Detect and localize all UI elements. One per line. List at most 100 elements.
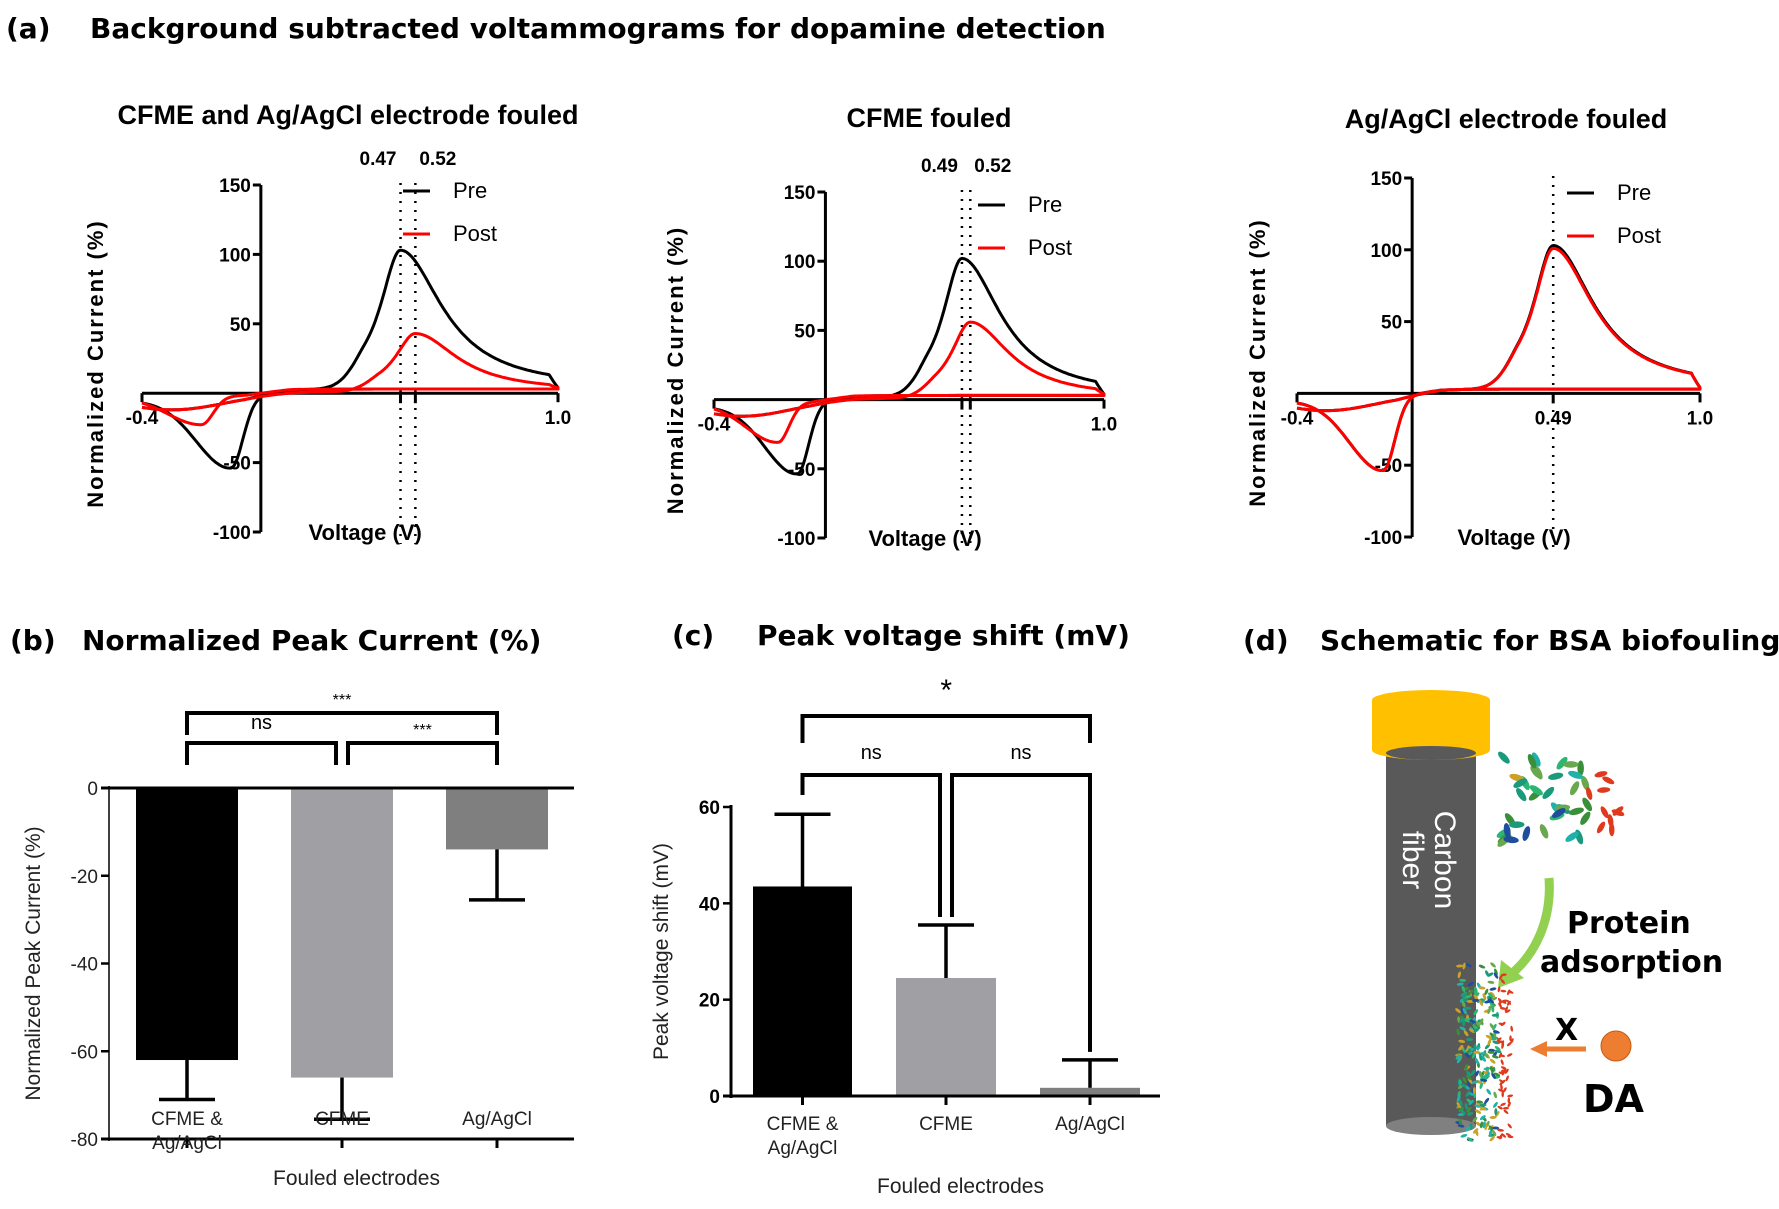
protein-helix <box>1481 1075 1488 1080</box>
protein-helix <box>1488 1125 1494 1132</box>
protein-helix <box>1479 1103 1487 1107</box>
protein-helix <box>1465 963 1472 968</box>
voltammogram-both-fouled: CFME and Ag/AgCl electrode fouled 150 100 5… <box>83 100 579 545</box>
protein-helix <box>1468 989 1474 996</box>
protein-helix <box>1487 998 1495 1004</box>
protein-helix <box>1489 1115 1497 1119</box>
protein-helix <box>1542 786 1555 799</box>
process-label-line1: Protein <box>1567 906 1691 941</box>
protein-helix <box>1581 775 1590 791</box>
protein-helix <box>1486 1088 1492 1095</box>
protein-helix <box>1493 1072 1501 1077</box>
protein-helix <box>1502 1107 1509 1110</box>
protein-helix <box>1457 971 1461 979</box>
y-tick-label: 0 <box>87 779 98 800</box>
protein-helix <box>1464 1052 1471 1059</box>
protein-helix <box>1473 990 1479 997</box>
protein-helix <box>1500 1066 1507 1070</box>
protein-helix <box>1522 826 1531 841</box>
protein-helix <box>1480 1106 1487 1111</box>
y-tick-label: -100 <box>213 523 251 544</box>
voltammogram-agagcl-fouled: Ag/AgCl electrode fouled15010050-50-100-… <box>1245 104 1713 550</box>
y-tick-label: 100 <box>784 252 816 273</box>
protein-helix <box>1498 1088 1504 1093</box>
adsorbed-protein-layer-icon <box>1455 962 1514 1142</box>
protein-helix <box>1498 1071 1505 1075</box>
y-tick-label: -60 <box>71 1042 98 1063</box>
protein-helix <box>1489 1135 1495 1142</box>
protein-helix <box>1489 1066 1494 1073</box>
protein-helix <box>1493 1091 1497 1099</box>
protein-helix <box>1499 1007 1506 1010</box>
protein-helix <box>1471 1052 1476 1059</box>
significance-label: *** <box>333 692 352 709</box>
protein-helix <box>1497 1105 1503 1110</box>
protein-helix <box>1467 981 1474 987</box>
panel-b-letter: (b) <box>10 624 56 657</box>
x-axis-label: Voltage (V) <box>1457 525 1570 550</box>
y-tick-label: -100 <box>777 529 815 550</box>
x-axis-label: Fouled electrodes <box>273 1167 440 1190</box>
significance-label: ns <box>251 712 272 734</box>
protein-helix <box>1470 1069 1476 1076</box>
carbon-fiber-body <box>1386 740 1476 1126</box>
protein-helix <box>1492 1129 1497 1137</box>
significance-label: ns <box>1010 742 1031 764</box>
protein-helix <box>1462 962 1466 970</box>
protein-helix <box>1479 1018 1484 1025</box>
panel-b-title: Normalized Peak Current (%) <box>82 624 541 657</box>
panel-d-letter: (d) <box>1243 624 1289 657</box>
protein-helix <box>1501 999 1508 1003</box>
protein-helix <box>1497 1038 1501 1044</box>
protein-helix <box>1556 756 1568 770</box>
protein-helix <box>1509 1035 1512 1042</box>
protein-helix <box>1458 1045 1464 1051</box>
carbon-fiber-top-edge <box>1386 746 1476 760</box>
protein-helix <box>1496 1128 1503 1132</box>
y-axis-label: Normalized Current (%) <box>663 226 688 514</box>
protein-helix <box>1485 1034 1493 1039</box>
y-axis-label: Normalized Current (%) <box>1245 218 1270 506</box>
legend-label: Post <box>453 221 497 246</box>
protein-helix <box>1507 1135 1514 1139</box>
protein-helix <box>1472 1086 1476 1094</box>
protein-helix <box>1466 1000 1474 1004</box>
protein-helix <box>1499 1079 1505 1084</box>
protein-helix <box>1471 1080 1479 1084</box>
protein-helix <box>1456 982 1464 986</box>
protein-helix <box>1476 1100 1484 1104</box>
protein-helix <box>1493 1030 1500 1034</box>
protein-helix <box>1507 1097 1511 1104</box>
protein-helix <box>1487 992 1494 999</box>
y-tick-label: 50 <box>794 321 815 342</box>
protein-helix <box>1472 1128 1479 1134</box>
process-label-line2: adsorption <box>1540 945 1723 980</box>
category-label: CFME & <box>151 1109 223 1130</box>
protein-helix <box>1464 1006 1472 1010</box>
protein-helix <box>1494 968 1498 976</box>
protein-helix <box>1500 1084 1503 1091</box>
analyte-label: DA <box>1583 1077 1645 1121</box>
protein-helix <box>1568 807 1584 816</box>
protein-helix <box>1483 1067 1491 1071</box>
bsa-protein-icon <box>1496 751 1625 847</box>
protein-helix <box>1459 978 1467 982</box>
protein-helix <box>1462 1019 1466 1027</box>
cv-series-post <box>1296 246 1702 472</box>
protein-helix <box>1507 989 1511 996</box>
protein-helix <box>1539 824 1549 839</box>
protein-helix <box>1461 1000 1466 1008</box>
bar <box>1040 1087 1140 1096</box>
protein-helix <box>1565 831 1579 842</box>
x-tick-label: 1.0 <box>1687 408 1713 429</box>
protein-helix <box>1504 1068 1509 1074</box>
protein-helix <box>1569 781 1580 796</box>
protein-helix <box>1529 785 1543 796</box>
protein-helix <box>1501 1043 1505 1049</box>
category-label: Ag/AgCl <box>152 1133 222 1154</box>
protein-helix <box>1580 811 1591 825</box>
significance-label: * <box>940 674 952 707</box>
chart-title: Ag/AgCl electrode fouled <box>1345 104 1668 134</box>
protein-helix <box>1500 989 1507 993</box>
protein-helix <box>1498 1022 1505 1026</box>
